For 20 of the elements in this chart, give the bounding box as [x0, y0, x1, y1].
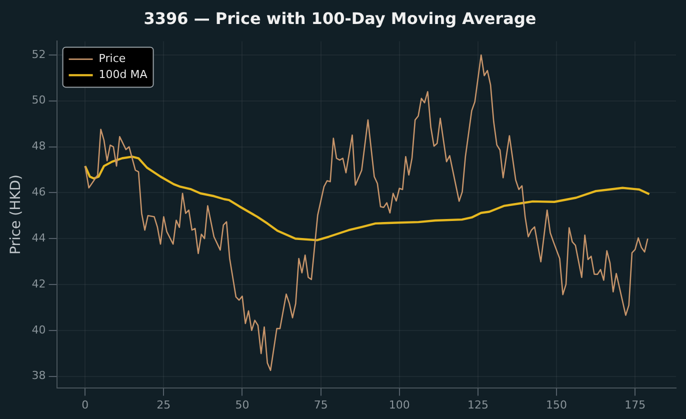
y-tick-label: 46 [32, 186, 46, 199]
x-tick-label: 125 [467, 398, 488, 412]
y-tick-label: 44 [32, 231, 46, 244]
y-tick-label: 50 [32, 94, 46, 107]
y-tick-label: 38 [32, 369, 46, 382]
legend-label: 100d MA [98, 68, 148, 82]
y-tick-label: 52 [32, 48, 46, 61]
y-tick-label: 42 [32, 277, 46, 290]
x-tick-label: 0 [82, 398, 89, 412]
y-tick-label: 48 [32, 140, 46, 153]
x-tick-label: 50 [235, 398, 250, 412]
x-tick-label: 150 [546, 398, 568, 412]
legend-label: Price [98, 52, 126, 66]
y-tick-label: 40 [32, 323, 46, 336]
x-tick-label: 175 [624, 398, 646, 412]
x-tick-label: 75 [314, 398, 328, 412]
x-tick-label: 25 [156, 398, 171, 412]
chart-title: 3396 — Price with 100-Day Moving Average [144, 8, 536, 28]
x-tick-label: 100 [388, 398, 410, 412]
y-axis-title: Price (HKD) [8, 174, 24, 255]
